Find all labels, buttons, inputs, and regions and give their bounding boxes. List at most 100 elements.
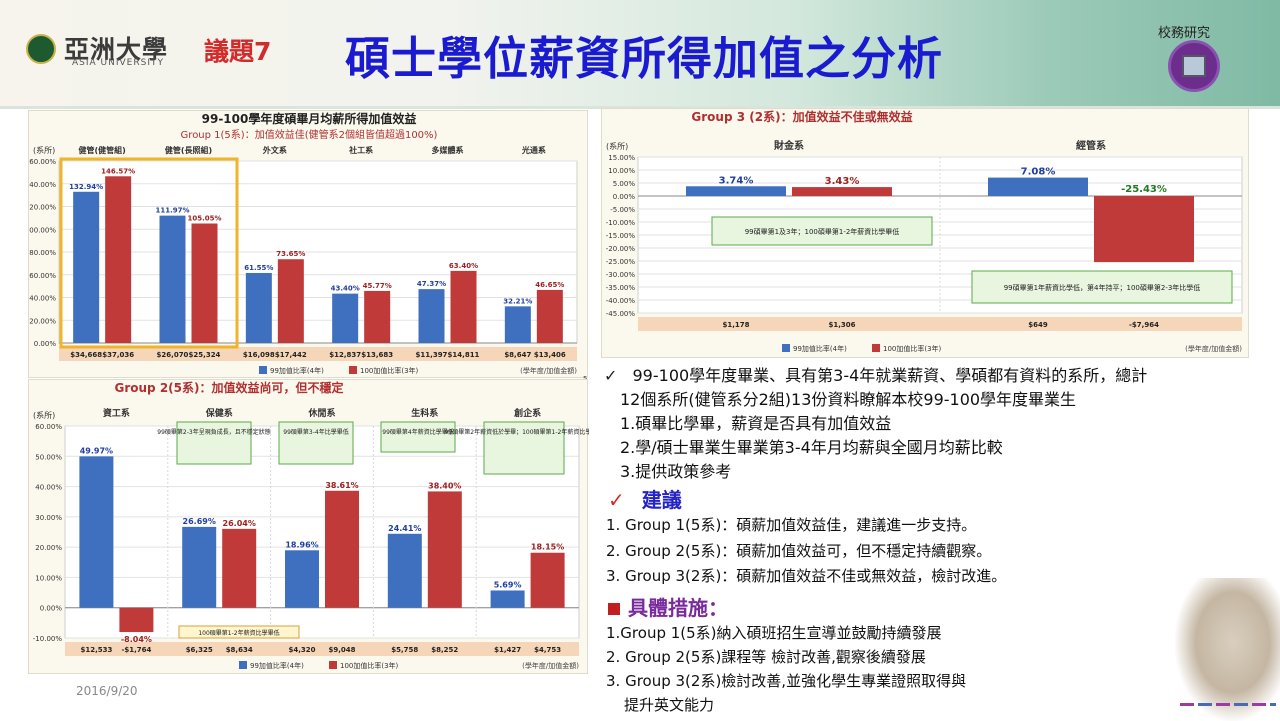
amount-label: $649 — [1028, 321, 1048, 329]
legend-label: 99加值比率(4年) — [250, 661, 304, 670]
bar — [792, 187, 892, 196]
amount-label: $4,753 — [534, 646, 561, 654]
measures-heading: 具體措施： — [608, 592, 728, 621]
data-label: 38.61% — [325, 481, 358, 490]
bar — [105, 176, 132, 343]
y-tick-label: 0.00% — [613, 193, 636, 201]
amount-label: $6,325 — [186, 646, 213, 654]
legend-label: 100加值比率(3年) — [360, 366, 419, 375]
legend-swatch — [349, 366, 357, 374]
category-label: 保健系 — [205, 407, 233, 419]
slide-date: 2016/9/20 — [76, 684, 138, 698]
annotation-box — [278, 421, 354, 465]
legend-swatch — [329, 661, 337, 669]
square-bullet-icon — [608, 603, 620, 615]
amount-label: $26,070 — [157, 351, 189, 359]
category-label: 健管(長照組) — [165, 145, 212, 155]
amount-label: $5,758 — [391, 646, 418, 654]
amount-label: -$1,764 — [121, 646, 151, 654]
data-label: 38.40% — [428, 481, 461, 490]
intro-text-1: 99-100學年度畢業、具有第3-4年就業薪資、學碩都有資料的系所，總計 — [632, 366, 1148, 385]
category-label: 經管系 — [1076, 139, 1106, 152]
legend-swatch — [239, 661, 247, 669]
amount-note: (學年度/加值金額) — [522, 661, 579, 670]
measures-heading-text: 具體措施： — [628, 596, 728, 620]
data-label: 47.37% — [417, 280, 446, 288]
bar — [1094, 196, 1194, 263]
annotation-text: 100碩畢第1-2年薪資比學畢低 — [198, 629, 279, 637]
measure-1: 1.Group 1(5系)納入碩班招生宣導並鼓勵持續發展 — [606, 624, 942, 642]
y-tick-label: -10.00% — [33, 635, 63, 643]
y-tick-label: 160.00% — [29, 158, 56, 166]
intro-item-3: 3.提供政策參考 — [620, 462, 732, 481]
chart-group2: Group 2(5系)：加值效益尚可，但不穩定 (系所) 60.00% 50.00% 4… — [33, 380, 604, 670]
y-tick-label: 120.00% — [29, 204, 56, 212]
chart-subtitle: Group 1(5系)：加值效益佳(健管系2個組皆值超過100%) — [181, 128, 438, 141]
y-tick-label: 60.00% — [29, 272, 56, 280]
annotation-text: 99碩畢第1及3年；100碩畢第1-2年薪資比學畢低 — [745, 227, 900, 236]
dept-label: 校務研究 — [1158, 26, 1211, 41]
bar — [364, 290, 391, 343]
bar — [988, 177, 1088, 196]
y-tick-label: 40.00% — [29, 295, 56, 303]
bar — [277, 259, 304, 343]
issue-label: 議題7 — [204, 37, 272, 66]
category-label: 休閒系 — [307, 407, 335, 419]
amount-label: $12,533 — [80, 646, 112, 654]
data-label: 132.94% — [69, 183, 103, 191]
amount-label: $11,397 — [416, 351, 448, 359]
bar — [530, 552, 565, 608]
y-tick-label: -25.00% — [606, 258, 636, 266]
y-tick-label: 20.00% — [35, 544, 62, 552]
y-tick-label: 140.00% — [29, 181, 56, 189]
y-tick-label: -30.00% — [606, 271, 636, 279]
annotation-text: 99碩畢第4年薪資比學畢低 — [382, 428, 453, 436]
y-axis-label: (系所) — [606, 141, 628, 151]
data-label: 24.41% — [388, 524, 421, 533]
y-tick-label: 80.00% — [29, 249, 56, 257]
data-label: 7.08% — [1021, 167, 1056, 178]
suggest-heading: ✓ 建議 — [608, 484, 682, 513]
amount-label: $16,098 — [243, 351, 275, 359]
header-divider — [0, 106, 1280, 109]
amount-label: $34,668 — [70, 351, 102, 359]
amount-label: $1,427 — [494, 646, 521, 654]
legend-label: 99加值比率(4年) — [793, 344, 847, 353]
data-label: 45.77% — [363, 282, 392, 290]
category-label: 生科系 — [411, 407, 438, 419]
y-tick-label: 15.00% — [608, 154, 635, 162]
bar — [536, 289, 563, 343]
header-background — [0, 0, 1280, 108]
data-label: 49.97% — [80, 446, 113, 455]
amount-label: $8,634 — [226, 646, 253, 654]
amount-label: $12,837 — [329, 351, 361, 359]
slide-title: 碩士學位薪資所得加值之分析 — [345, 32, 944, 85]
data-label: 73.65% — [276, 250, 305, 258]
bar — [182, 526, 217, 608]
annotation-box — [380, 421, 456, 453]
decorative-dash-line — [1180, 703, 1276, 706]
bar — [119, 607, 154, 633]
amount-row-background — [638, 317, 1242, 331]
chart-title: Group 3 (2系)：加值效益不佳或無效益 — [691, 109, 912, 124]
bar — [490, 590, 525, 608]
y-tick-label: 60.00% — [35, 423, 62, 431]
amount-label: $13,406 — [534, 351, 566, 359]
bar — [285, 550, 319, 608]
annotation-text: 99碩畢第2年薪資低於學畢；100碩畢第1-2年薪資比學畢低 — [445, 428, 589, 436]
bar — [222, 528, 257, 608]
amount-label: $9,048 — [328, 646, 355, 654]
measure-2: 2. Group 2(5系)課程等 檢討改善,觀察後續發展 — [606, 648, 926, 666]
category-label: 財金系 — [773, 139, 804, 152]
bar — [427, 491, 462, 608]
chart-group3-panel: Group 3 (2系)：加值效益不佳或無效益 (系所) 15.00% 10.00% 5… — [601, 108, 1249, 358]
category-label: 社工系 — [348, 145, 373, 155]
university-seal-icon — [26, 34, 56, 64]
y-tick-label: -45.00% — [606, 310, 636, 318]
sculpture-decoration — [1175, 578, 1280, 721]
bar — [79, 456, 114, 608]
amount-label: $1,178 — [722, 321, 749, 329]
intro-line-2: 12個系所(健管系分2組)13份資料瞭解本校99-100學年度畢業生 — [620, 390, 1077, 409]
y-axis-label: (系所) — [33, 145, 55, 155]
annotation-text: 99碩畢第1年薪資比學低，第4年持平；100碩畢第2-3年比學低 — [1004, 283, 1201, 292]
